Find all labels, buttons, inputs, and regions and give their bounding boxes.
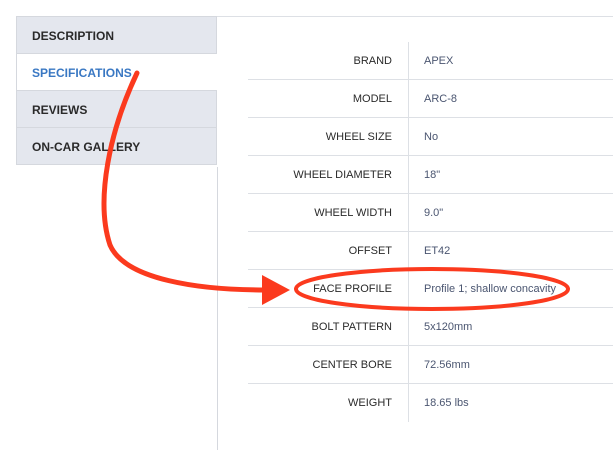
- tab-specifications[interactable]: SPECIFICATIONS: [16, 53, 217, 90]
- spec-value: ARC-8: [424, 92, 458, 105]
- spec-label: WHEEL DIAMETER: [248, 156, 409, 193]
- spec-label: WEIGHT: [248, 384, 409, 422]
- spec-row-wheel-size: WHEEL SIZE No: [248, 118, 613, 156]
- spec-label: BOLT PATTERN: [248, 308, 409, 345]
- spec-value: 5x120mm: [424, 320, 473, 333]
- spec-value: 18": [424, 168, 441, 181]
- spec-value: APEX: [424, 54, 454, 67]
- tab-description[interactable]: DESCRIPTION: [16, 16, 217, 53]
- spec-label: CENTER BORE: [248, 346, 409, 383]
- spec-row-face-profile: FACE PROFILE Profile 1; shallow concavity: [248, 270, 613, 308]
- spec-value: No: [424, 130, 439, 143]
- tab-list: DESCRIPTION SPECIFICATIONS REVIEWS ON-CA…: [16, 16, 217, 165]
- spec-row-model: MODEL ARC-8: [248, 80, 613, 118]
- spec-label: MODEL: [248, 80, 409, 117]
- spec-value: ET42: [424, 244, 451, 257]
- spec-row-wheel-width: WHEEL WIDTH 9.0": [248, 194, 613, 232]
- spec-label: BRAND: [248, 42, 409, 79]
- spec-value: Profile 1; shallow concavity: [424, 282, 557, 295]
- tab-reviews[interactable]: REVIEWS: [16, 90, 217, 127]
- panel-border-top: [217, 16, 613, 17]
- spec-row-weight: WEIGHT 18.65 lbs: [248, 384, 613, 422]
- spec-row-wheel-diameter: WHEEL DIAMETER 18": [248, 156, 613, 194]
- spec-label: WHEEL SIZE: [248, 118, 409, 155]
- spec-label: FACE PROFILE: [248, 270, 409, 307]
- tab-on-car-gallery[interactable]: ON-CAR GALLERY: [16, 127, 217, 165]
- spec-label: WHEEL WIDTH: [248, 194, 409, 231]
- spec-row-brand: BRAND APEX: [248, 42, 613, 80]
- spec-label: OFFSET: [248, 232, 409, 269]
- spec-row-offset: OFFSET ET42: [248, 232, 613, 270]
- specifications-table: BRAND APEX MODEL ARC-8 WHEEL SIZE No WHEEL …: [248, 42, 613, 422]
- spec-value: 72.56mm: [424, 358, 470, 371]
- spec-value: 18.65 lbs: [424, 397, 469, 409]
- spec-row-bolt-pattern: BOLT PATTERN 5x120mm: [248, 308, 613, 346]
- panel-border-left: [217, 167, 218, 450]
- spec-row-center-bore: CENTER BORE 72.56mm: [248, 346, 613, 384]
- spec-value: 9.0": [424, 206, 444, 219]
